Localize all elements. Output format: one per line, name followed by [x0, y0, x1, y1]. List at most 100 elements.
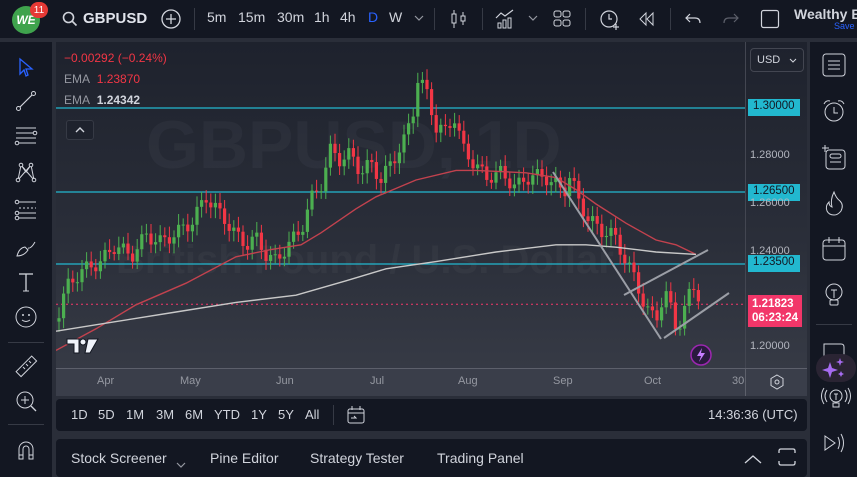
divider — [816, 324, 852, 325]
trendline-icon[interactable] — [14, 89, 38, 113]
tab-trading-panel[interactable]: Trading Panel — [437, 450, 524, 466]
watchlist-icon[interactable] — [821, 52, 847, 78]
time-label: Sep — [553, 375, 573, 387]
chevron-down-icon — [789, 58, 797, 63]
save-button[interactable]: Save — [834, 21, 855, 31]
cursor-icon[interactable] — [14, 55, 38, 79]
interval-30m[interactable]: 30m — [277, 9, 305, 25]
divider — [8, 342, 44, 343]
pattern-icon[interactable] — [14, 160, 38, 184]
search-icon — [62, 11, 78, 27]
emoji-icon[interactable] — [14, 305, 38, 329]
undo-icon[interactable] — [684, 11, 702, 27]
indicators-icon[interactable] — [494, 8, 516, 30]
chevron-down-icon[interactable] — [528, 15, 538, 21]
chart-canvas[interactable]: GBPUSD, 1D British Pound / U.S. Dollar −… — [56, 42, 745, 368]
currency-select[interactable]: USD — [750, 48, 804, 72]
tradingview-logo-icon[interactable] — [66, 337, 100, 360]
interval-d[interactable]: D — [368, 9, 379, 25]
time-label: Aug — [458, 375, 478, 387]
hotlist-fire-icon[interactable] — [821, 190, 847, 216]
range-5y[interactable]: 5Y — [278, 407, 294, 422]
add-list-icon[interactable] — [821, 144, 847, 170]
level-tag-2: 1.26500 — [748, 184, 800, 201]
play-sound-icon[interactable] — [821, 430, 847, 456]
ema-fast-label: EMA — [64, 72, 91, 86]
alarm-clock-icon[interactable] — [821, 98, 847, 124]
live-stream-icon[interactable] — [821, 386, 851, 412]
lightning-icon[interactable] — [690, 344, 712, 368]
ai-sparkle-button[interactable] — [816, 354, 856, 382]
text-icon[interactable] — [14, 270, 38, 294]
fib-icon[interactable] — [14, 198, 38, 222]
sparkle-icon — [822, 358, 844, 378]
symbol-search[interactable]: GBPUSD — [62, 10, 147, 27]
current-price: 1.21823 — [752, 298, 794, 310]
right-sidebar — [810, 42, 857, 477]
candles-icon[interactable] — [450, 9, 468, 29]
price-axis[interactable]: USD 1.30000 1.28000 1.26500 1.26000 1.24… — [745, 42, 807, 368]
divider — [8, 424, 44, 425]
price-chart — [56, 69, 745, 352]
time-label: Oct — [644, 375, 662, 387]
divider — [745, 369, 746, 396]
range-1m[interactable]: 1M — [126, 407, 145, 422]
divider — [585, 8, 586, 30]
tab-pine-editor[interactable]: Pine Editor — [210, 450, 279, 466]
ema-slow-value: 1.24342 — [96, 93, 141, 107]
replay-icon[interactable] — [638, 11, 656, 27]
bar-countdown: 06:23:24 — [752, 312, 799, 324]
drawing-toolbar — [0, 42, 52, 477]
alert-icon[interactable] — [598, 7, 622, 31]
layouts-icon[interactable] — [552, 9, 572, 29]
current-price-tag: 1.21823 06:23:24 — [748, 295, 802, 327]
price-change: −0.00292 (−0.24%) — [64, 51, 167, 65]
calendar-icon[interactable] — [821, 236, 847, 262]
symbol-name: GBPUSD — [83, 10, 148, 27]
divider — [434, 8, 435, 30]
tab-stock-screener[interactable]: Stock Screener — [71, 450, 167, 466]
time-axis[interactable]: Apr May Jun Jul Aug Sep Oct 30 — [56, 368, 807, 396]
chevron-down-icon[interactable] — [414, 15, 424, 21]
range-1d[interactable]: 1D — [71, 407, 88, 422]
price-label: 1.20000 — [750, 340, 790, 352]
interval-5m[interactable]: 5m — [207, 9, 227, 25]
range-5d[interactable]: 5D — [98, 407, 115, 422]
range-all[interactable]: All — [305, 407, 320, 422]
ideas-bulb-icon[interactable] — [821, 282, 847, 308]
add-symbol-icon[interactable] — [160, 8, 182, 30]
ema-fast-value: 1.23870 — [96, 72, 141, 86]
range-3m[interactable]: 3M — [156, 407, 175, 422]
level-tag-3: 1.23500 — [748, 255, 800, 272]
ema-slow-label: EMA — [64, 93, 91, 107]
chevron-down-icon[interactable] — [176, 455, 186, 473]
top-toolbar: WE 11 GBPUSD 5m 15m 30m 1h 4h D W Wealth… — [0, 0, 857, 38]
brush-icon[interactable] — [14, 235, 38, 259]
time-label: Apr — [97, 375, 115, 387]
level-tag-1: 1.30000 — [748, 99, 800, 116]
interval-4h[interactable]: 4h — [340, 9, 356, 25]
redo-icon[interactable] — [722, 11, 740, 27]
price-label: 1.28000 — [750, 149, 790, 161]
chart-legend: −0.00292 (−0.24%) EMA 1.23870 EMA 1.2434… — [64, 50, 167, 113]
goto-date-icon[interactable] — [346, 405, 366, 430]
ruler-icon[interactable] — [14, 354, 38, 378]
range-6m[interactable]: 6M — [185, 407, 204, 422]
interval-w[interactable]: W — [389, 9, 403, 25]
collapse-legend-button[interactable] — [66, 120, 94, 140]
tab-strategy-tester[interactable]: Strategy Tester — [310, 450, 404, 466]
zoom-in-icon[interactable] — [14, 389, 38, 413]
layout-name[interactable]: Wealthy E — [794, 6, 857, 22]
settings-icon[interactable] — [769, 374, 785, 395]
range-1y[interactable]: 1Y — [251, 407, 267, 422]
fullscreen-icon[interactable] — [760, 9, 780, 29]
horizontal-lines-icon[interactable] — [14, 124, 38, 148]
expand-panel-icon[interactable] — [744, 451, 762, 469]
maximize-panel-icon[interactable] — [778, 448, 796, 471]
divider — [194, 8, 195, 30]
utc-clock[interactable]: 14:36:36 (UTC) — [708, 407, 798, 422]
magnet-icon[interactable] — [14, 438, 38, 462]
interval-15m[interactable]: 15m — [238, 9, 266, 25]
range-ytd[interactable]: YTD — [214, 407, 240, 422]
interval-1h[interactable]: 1h — [314, 9, 330, 25]
